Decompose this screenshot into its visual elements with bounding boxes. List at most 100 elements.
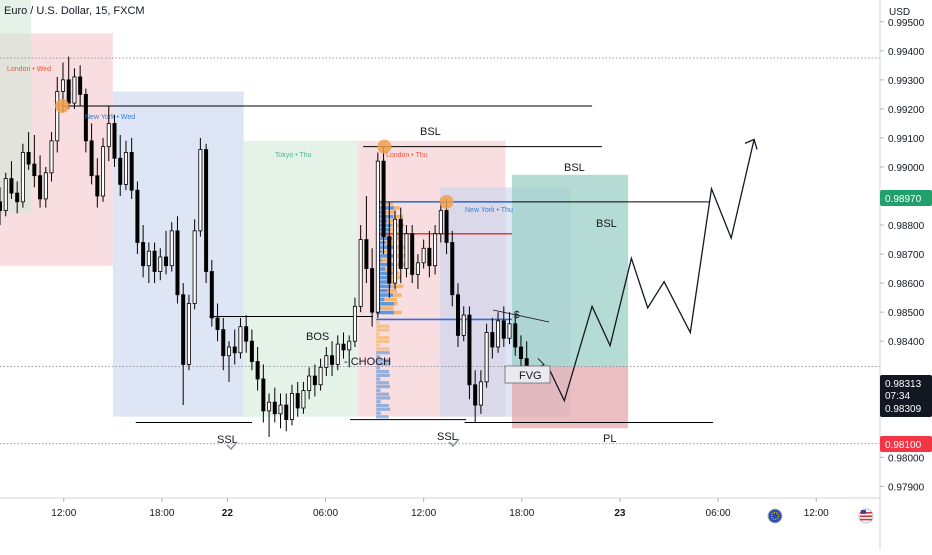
candle [490,317,495,359]
candle-body [387,236,392,284]
candle [415,254,420,289]
volume-profile-bar [392,293,402,297]
candle [267,393,272,438]
candle-body [278,404,283,415]
candle [175,216,180,304]
candle-body [3,178,8,211]
candle-body [169,230,174,267]
projection-arrowhead [744,138,758,150]
eu-flag-icon[interactable] [767,508,783,524]
price-axis-label: 0.98600 [888,279,925,290]
candle [186,294,191,371]
candle-body [404,233,409,270]
candle-body [60,79,65,92]
volume-profile-bar [376,369,390,374]
candle-body [410,233,415,275]
candle [295,381,300,417]
last-price-badge [880,375,932,417]
candle-body [186,303,191,365]
candle [78,65,83,106]
volume-profile-bar [376,407,391,411]
candle [141,225,146,278]
projection-path [547,139,755,403]
candle-body [192,230,197,304]
candle-body [158,256,163,272]
volume-profile-bar [376,280,391,284]
volume-profile-bar [376,254,395,258]
candle [381,146,386,255]
candle [461,306,466,342]
candle-body [38,175,43,200]
candle-body [307,375,312,391]
candle-body [267,401,272,412]
candle-body [398,218,403,270]
candle-body [43,172,48,200]
candle [226,341,231,382]
candle-body [255,361,260,380]
annotation-bos: BOS [306,331,329,343]
candle [238,317,243,359]
candle [318,358,323,391]
candle-body [118,157,123,185]
candle-body [221,329,226,357]
candle [455,283,460,348]
price-axis-label: 0.98000 [888,453,925,464]
candle-body [324,355,329,368]
candle [335,335,340,371]
volume-profile-bar [376,245,394,249]
time-axis-label: 06:00 [706,508,731,519]
candle-body [421,247,426,264]
candle-body [238,326,243,354]
price-axis-label: 0.99400 [888,47,925,58]
candle-body [26,152,31,165]
candle-body [312,375,317,386]
candle [215,303,220,342]
candle-body [484,332,489,383]
candle-body [467,314,472,386]
candle [232,329,237,365]
us-flag-icon[interactable] [858,508,874,524]
volume-profile-bar [376,320,380,325]
candle-body [347,340,352,351]
candle [507,312,512,345]
volume-profile-bar [384,297,397,302]
candle [164,230,169,275]
volume-profile-bar [376,381,390,385]
session-start-marker [439,194,454,209]
volume-profile-bar [376,275,389,280]
price-axis-label: 0.99300 [888,76,925,87]
candle [106,105,111,162]
candle [135,181,140,255]
candle-body [272,401,277,415]
candle [123,140,128,191]
zone-tokyo-3 [243,140,359,417]
time-axis-label: 23 [614,508,626,519]
candle-body [89,140,94,177]
candle-body [444,210,449,243]
candle-body [32,163,37,177]
volume-profile-bar [376,328,390,332]
candle-body [215,317,220,330]
candle [32,135,37,188]
candle-body [83,93,88,142]
volume-profile-bar [376,210,384,215]
candle-body [72,76,77,104]
last-price-value: 0.98313 [885,379,922,390]
candle-body [123,152,128,185]
candle-body [341,343,346,351]
countdown-value: 07:34 [885,391,910,402]
candle [101,137,106,202]
candle-body [261,378,266,412]
volume-profile-bar [376,385,391,389]
candle-body [473,384,478,406]
candle [341,332,346,359]
volume-profile-bar [376,324,390,328]
candle [496,312,501,353]
zone-target-6 [511,174,629,367]
candle [49,132,54,182]
candle [20,143,25,208]
candle-body [146,250,151,267]
candle-body [204,149,209,272]
